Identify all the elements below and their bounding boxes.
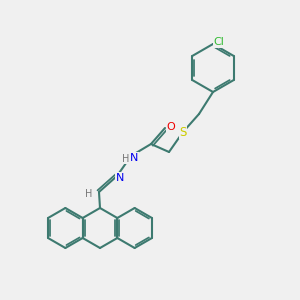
Text: O: O bbox=[167, 122, 176, 132]
Text: N: N bbox=[130, 153, 138, 163]
Text: S: S bbox=[179, 125, 187, 139]
Text: H: H bbox=[122, 154, 130, 164]
Text: Cl: Cl bbox=[214, 37, 224, 47]
Text: N: N bbox=[116, 173, 124, 183]
Text: H: H bbox=[85, 189, 93, 199]
